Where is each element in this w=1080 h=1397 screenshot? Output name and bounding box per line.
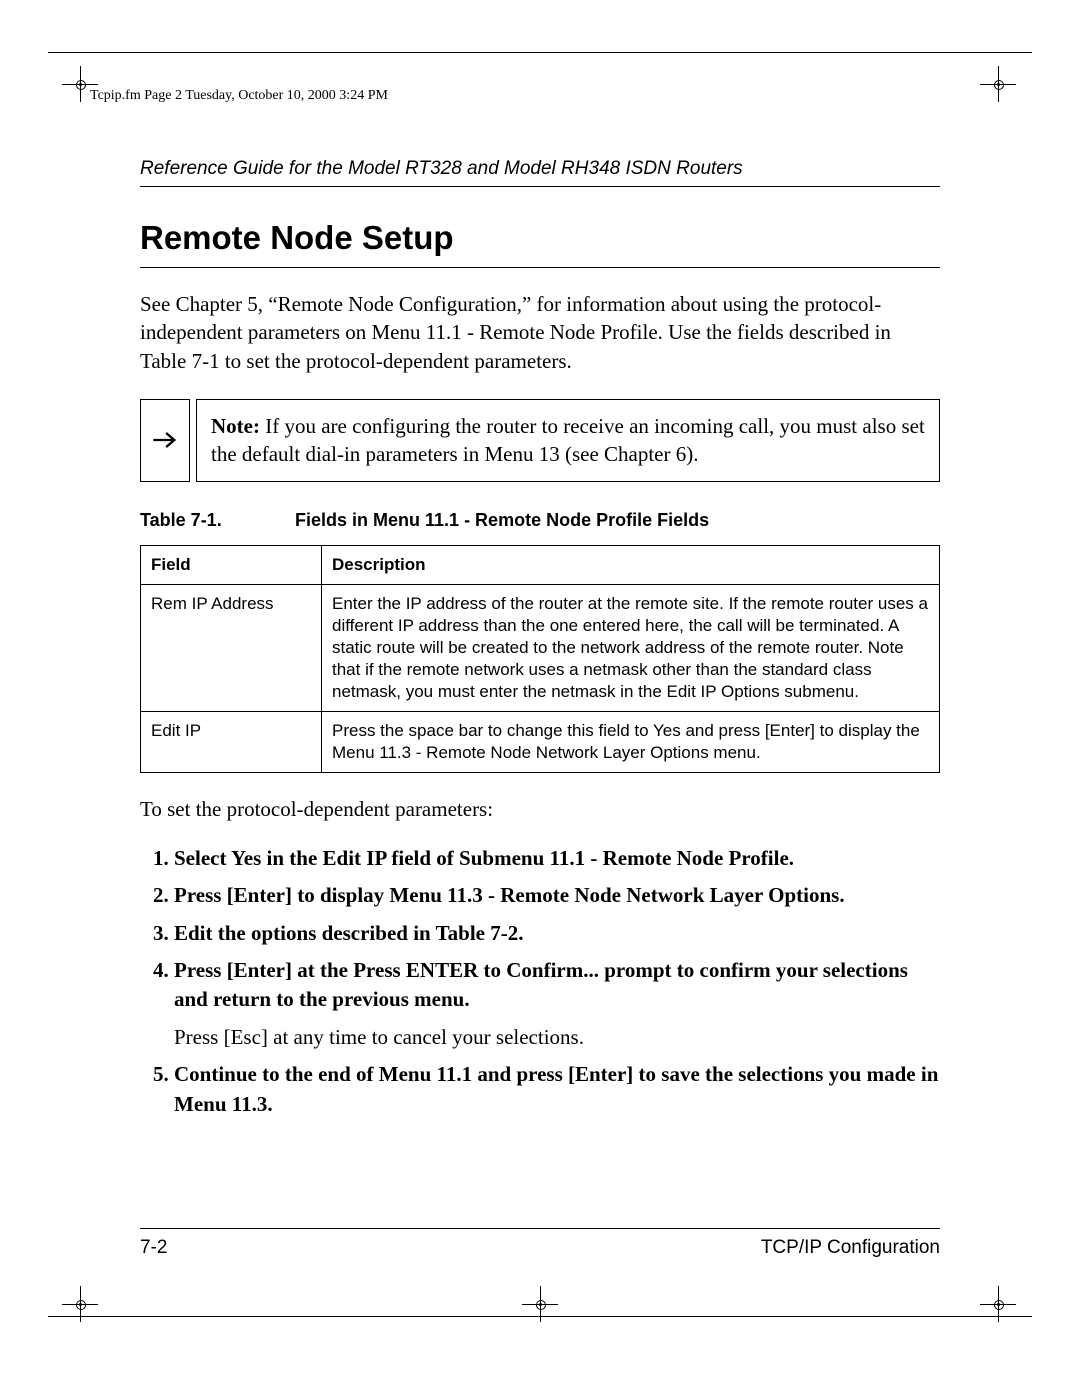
steps-list: Select Yes in the Edit IP field of Subme… bbox=[140, 844, 940, 1119]
footer-right: TCP/IP Configuration bbox=[761, 1237, 940, 1259]
cell-field: Edit IP bbox=[141, 712, 322, 773]
step-item: Edit the options described in Table 7-2. bbox=[174, 919, 940, 948]
crop-target-bottom-left bbox=[68, 1292, 92, 1316]
step-text: Edit the options described in Table 7-2. bbox=[174, 921, 523, 945]
note-text: Note: If you are configuring the router … bbox=[196, 399, 940, 482]
crop-line-top bbox=[48, 52, 1032, 53]
step-subtext: Press [Esc] at any time to cancel your s… bbox=[174, 1023, 940, 1052]
table-caption-title: Fields in Menu 11.1 - Remote Node Profil… bbox=[295, 510, 709, 530]
step-text: Continue to the end of Menu 11.1 and pre… bbox=[174, 1062, 938, 1115]
lead-in: To set the protocol-dependent parameters… bbox=[140, 795, 940, 823]
section-title: Remote Node Setup bbox=[140, 219, 940, 268]
footer-left: 7-2 bbox=[140, 1237, 167, 1259]
step-text: Press [Enter] to display Menu 11.3 - Rem… bbox=[174, 883, 845, 907]
crop-target-bottom-right bbox=[986, 1292, 1010, 1316]
running-head: Reference Guide for the Model RT328 and … bbox=[140, 158, 940, 187]
crop-target-top-right bbox=[986, 72, 1010, 96]
cell-desc: Press the space bar to change this field… bbox=[322, 712, 940, 773]
crop-target-top-left bbox=[68, 72, 92, 96]
th-field: Field bbox=[141, 545, 322, 584]
step-item: Continue to the end of Menu 11.1 and pre… bbox=[174, 1060, 940, 1119]
cell-field: Rem IP Address bbox=[141, 584, 322, 711]
crop-target-bottom-center bbox=[528, 1292, 552, 1316]
cell-desc: Enter the IP address of the router at th… bbox=[322, 584, 940, 711]
page-footer: 7-2 TCP/IP Configuration bbox=[140, 1228, 940, 1259]
step-item: Select Yes in the Edit IP field of Subme… bbox=[174, 844, 940, 873]
step-text: Select Yes in the Edit IP field of Subme… bbox=[174, 846, 794, 870]
step-text: Press [Enter] at the Press ENTER to Conf… bbox=[174, 958, 908, 1011]
note-icon-box bbox=[140, 399, 190, 482]
intro-paragraph: See Chapter 5, “Remote Node Configuratio… bbox=[140, 290, 940, 375]
arrow-right-icon bbox=[151, 426, 179, 454]
note-box: Note: If you are configuring the router … bbox=[140, 399, 940, 482]
note-body: If you are configuring the router to rec… bbox=[211, 414, 925, 466]
page: Tcpip.fm Page 2 Tuesday, October 10, 200… bbox=[0, 0, 1080, 1397]
note-label: Note: bbox=[211, 414, 260, 438]
table-row: Edit IP Press the space bar to change th… bbox=[141, 712, 940, 773]
table-header-row: Field Description bbox=[141, 545, 940, 584]
table-row: Rem IP Address Enter the IP address of t… bbox=[141, 584, 940, 711]
th-desc: Description bbox=[322, 545, 940, 584]
fm-header-line: Tcpip.fm Page 2 Tuesday, October 10, 200… bbox=[90, 88, 388, 104]
step-item: Press [Enter] to display Menu 11.3 - Rem… bbox=[174, 881, 940, 910]
content-area: Reference Guide for the Model RT328 and … bbox=[140, 158, 940, 1119]
fields-table: Field Description Rem IP Address Enter t… bbox=[140, 545, 940, 774]
step-item: Press [Enter] at the Press ENTER to Conf… bbox=[174, 956, 940, 1052]
table-caption: Table 7-1. Fields in Menu 11.1 - Remote … bbox=[140, 510, 940, 531]
table-caption-label: Table 7-1. bbox=[140, 510, 290, 531]
